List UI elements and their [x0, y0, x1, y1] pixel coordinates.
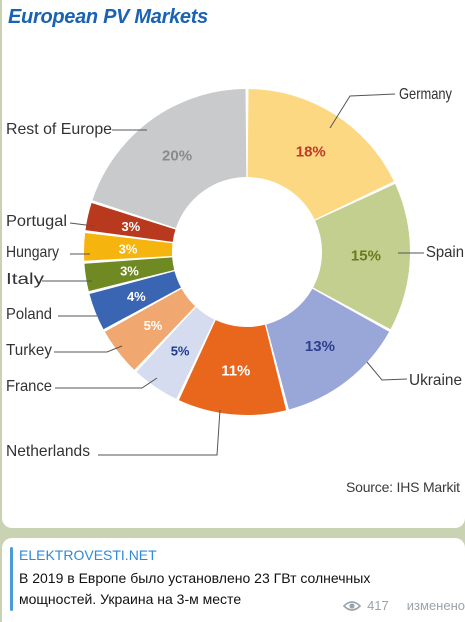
eye-icon — [343, 600, 362, 611]
category-label-poland: Poland — [6, 306, 52, 323]
leader-line-portugal — [69, 222, 95, 227]
slice-italy — [84, 257, 175, 292]
slice-netherlands — [178, 320, 287, 415]
value-label-france: 5% — [171, 343, 190, 358]
value-label-netherlands: 11% — [221, 362, 250, 379]
slice-poland — [89, 271, 181, 330]
slice-rest-of-europe — [92, 89, 247, 229]
value-label-germany: 18% — [296, 144, 326, 161]
value-label-rest-of-europe: 20% — [162, 148, 192, 165]
view-count: 417 — [367, 598, 389, 613]
value-label-ukraine: 13% — [305, 338, 335, 355]
category-label-italy: Italy — [6, 271, 44, 288]
leader-line-turkey — [54, 345, 123, 353]
value-label-turkey: 5% — [144, 318, 163, 333]
slice-spain — [313, 183, 410, 330]
post-site-link[interactable]: ELEKTROVESTI.NET — [19, 547, 157, 563]
slice-turkey — [104, 288, 196, 370]
value-label-poland: 4% — [127, 289, 146, 304]
chart-card: European PV Markets 18% Germany 15% Spain 13… — [2, 0, 465, 528]
value-label-hungary: 3% — [119, 241, 138, 256]
leader-line-germany — [329, 93, 396, 129]
slice-hungary — [84, 233, 173, 261]
leader-line-netherlands — [98, 409, 221, 456]
chart-source: Source: IHS Markit — [346, 479, 460, 495]
category-label-ukraine: Ukraine — [409, 372, 462, 389]
category-label-turkey: Turkey — [6, 342, 52, 359]
leader-line-ukraine — [366, 361, 408, 381]
slice-france — [136, 307, 215, 399]
leader-line-france — [55, 377, 158, 389]
value-label-portugal: 3% — [121, 219, 140, 234]
post-message: ELEKTROVESTI.NET В 2019 в Европе было ус… — [2, 538, 465, 622]
post-meta: 417 изменено — [343, 598, 465, 613]
link-preview-bar — [10, 547, 13, 611]
value-label-spain: 15% — [351, 248, 381, 265]
slice-portugal — [85, 203, 176, 242]
category-label-netherlands: Netherlands — [6, 443, 90, 460]
category-label-hungary: Hungary — [6, 244, 59, 261]
category-label-rest-of-europe: Rest of Europe — [6, 121, 112, 138]
slice-ukraine — [266, 288, 390, 410]
post-text: В 2019 в Европе было установлено 23 ГВт … — [19, 570, 371, 607]
category-label-germany: Germany — [399, 86, 452, 103]
slice-germany — [247, 89, 394, 220]
chart-title: European PV Markets — [8, 6, 208, 28]
edited-label: изменено — [406, 598, 465, 613]
donut-chart: 18% Germany 15% Spain 13% Ukraine 11% Netherlan… — [6, 86, 464, 460]
category-label-portugal: Portugal — [6, 213, 67, 230]
category-label-spain: Spain — [426, 244, 464, 261]
category-label-france: France — [6, 378, 52, 395]
value-label-italy: 3% — [120, 264, 139, 279]
